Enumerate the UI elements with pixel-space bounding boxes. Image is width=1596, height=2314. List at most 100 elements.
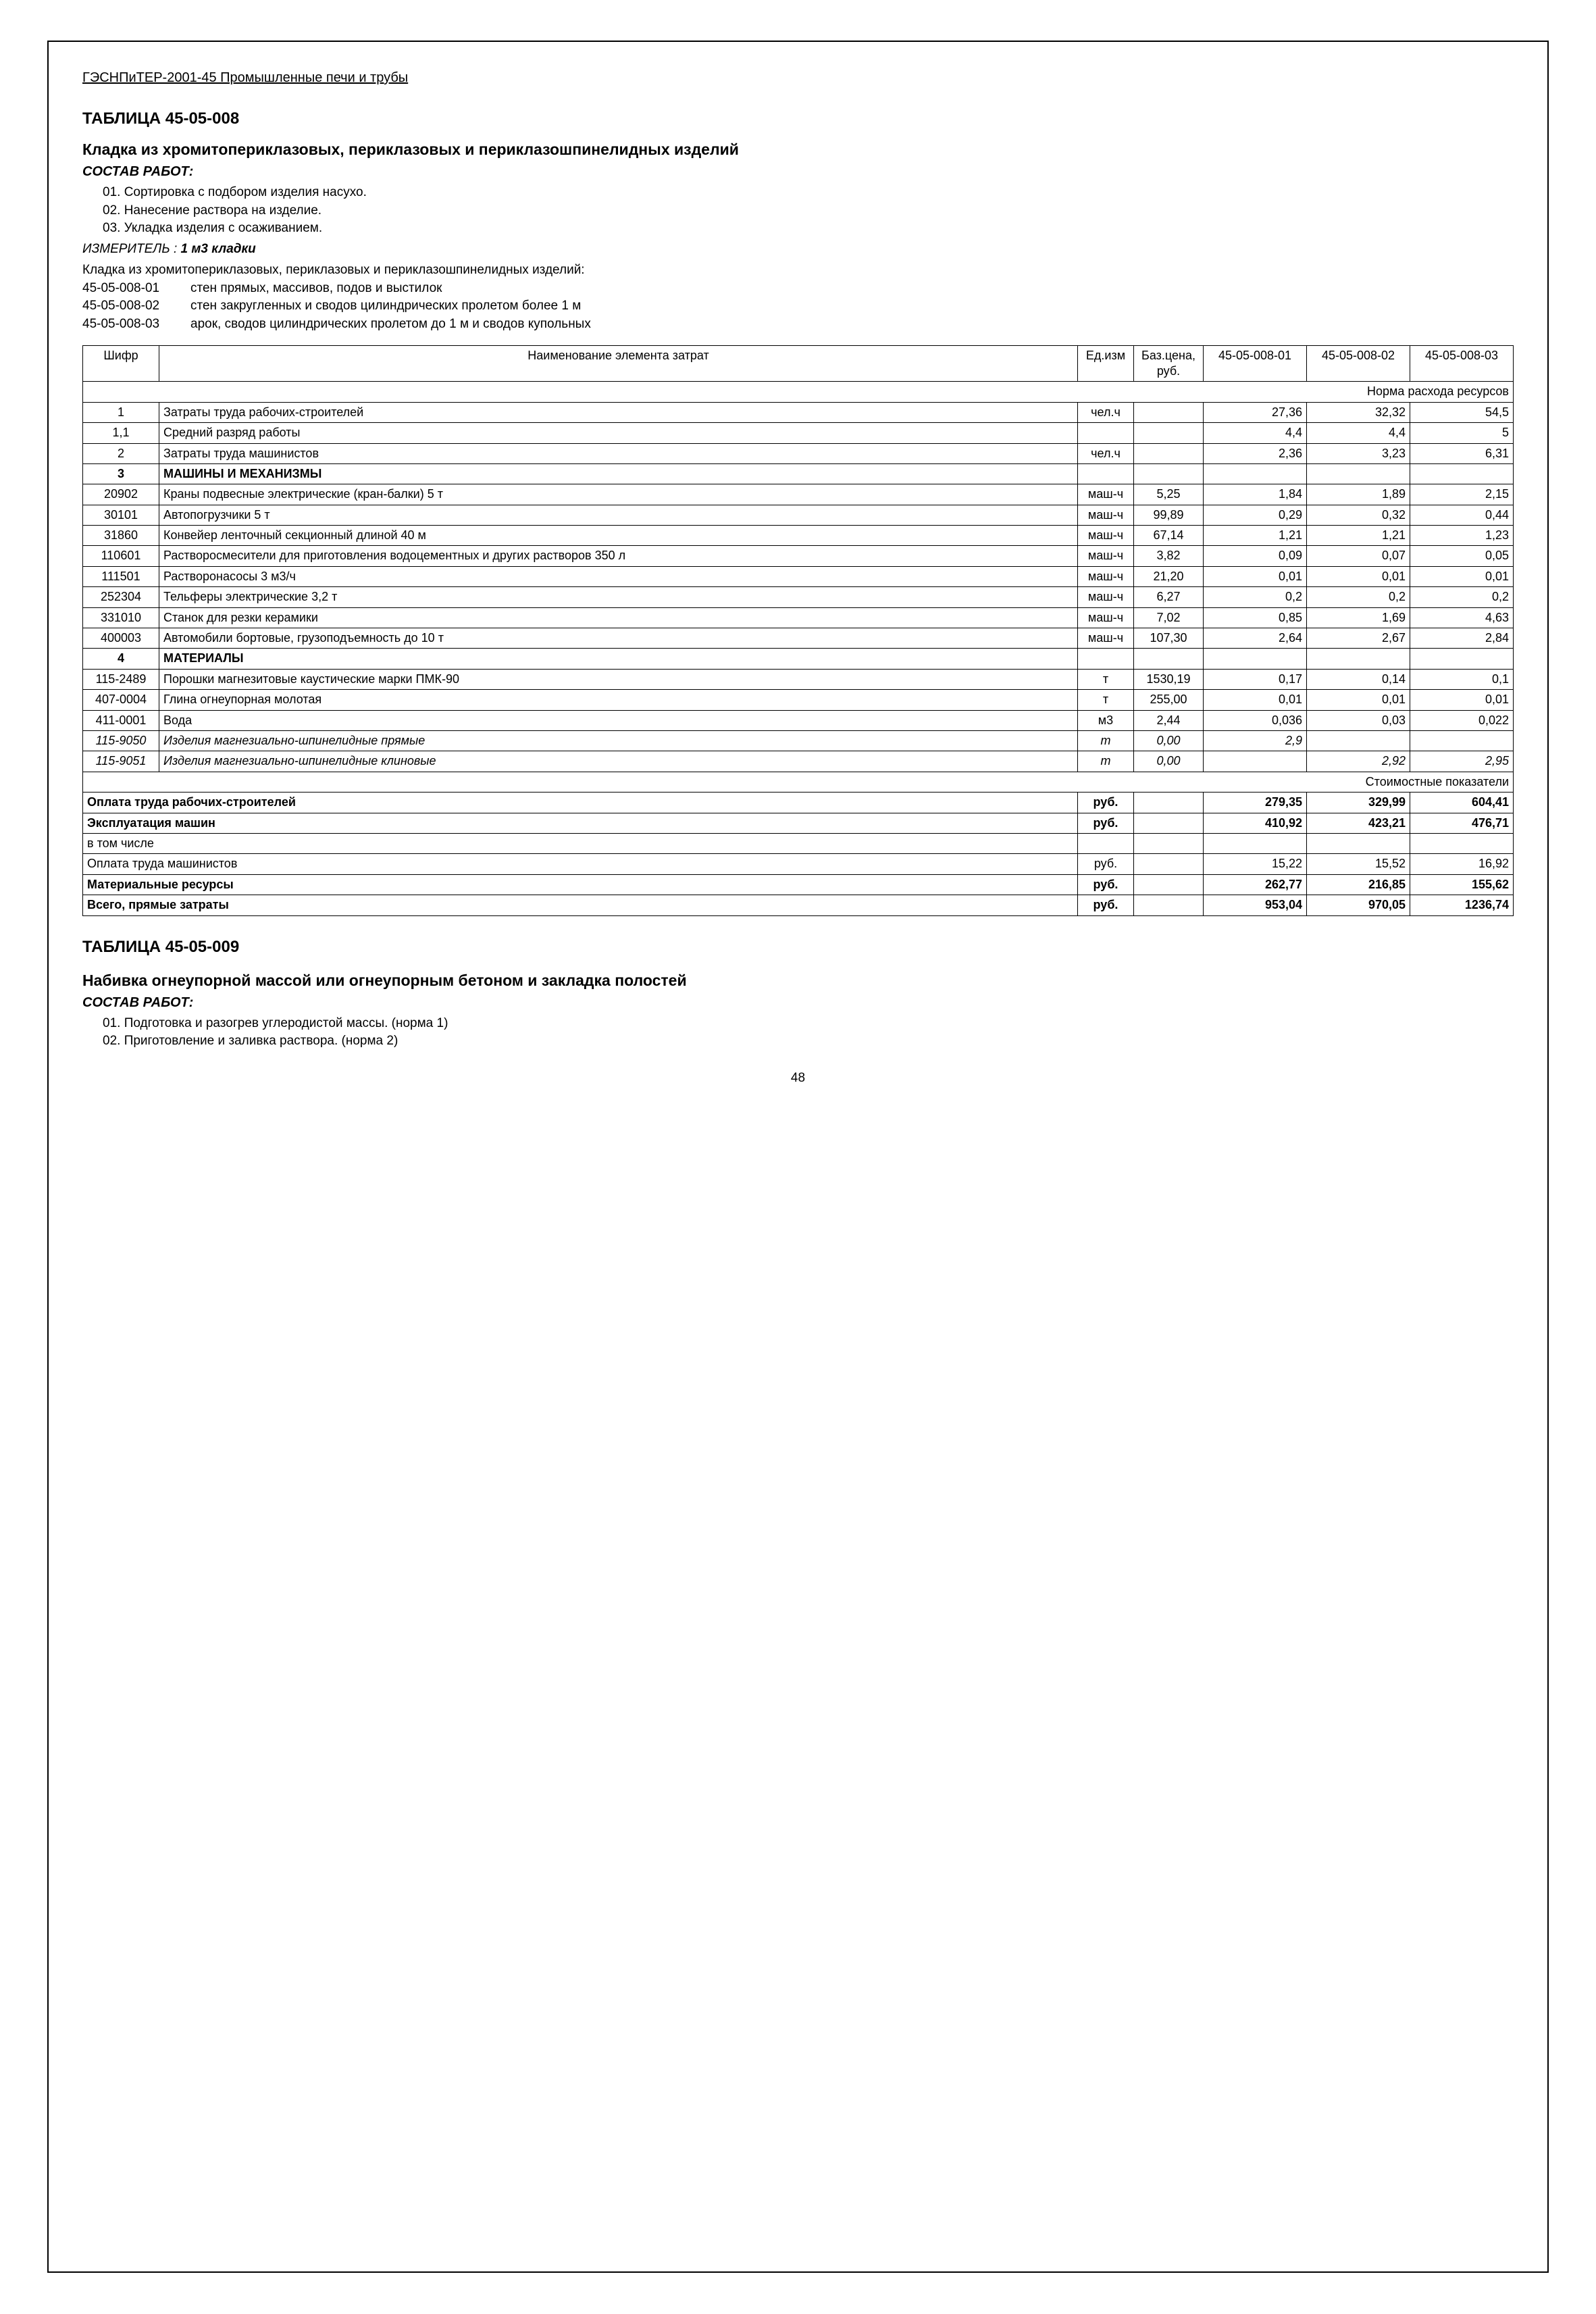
works-list-009: 01. Подготовка и разогрев углеродистой м… [82,1015,1514,1050]
cell: 3,23 [1307,443,1410,463]
cell: 15,22 [1204,854,1307,874]
work-item: 01. Сортировка с подбором изделия насухо… [103,184,1514,201]
col-c2: 45-05-008-02 [1307,345,1410,382]
cell: 604,41 [1410,793,1514,813]
cell: 32,32 [1307,402,1410,422]
cell: Глина огнеупорная молотая [159,690,1078,710]
cell [1134,402,1204,422]
cell: 2,95 [1410,751,1514,772]
cell: 0,44 [1410,505,1514,525]
cell: 115-2489 [83,669,159,689]
cell: маш-ч [1078,607,1134,628]
cell [1134,793,1204,813]
table-row: 4МАТЕРИАЛЫ [83,649,1514,669]
table-row: 115-2489Порошки магнезитовые каустически… [83,669,1514,689]
cell [1078,833,1134,853]
table-row: 411-0001Водам32,440,0360,030,022 [83,710,1514,730]
col-c1: 45-05-008-01 [1204,345,1307,382]
cell [1204,463,1307,484]
cell: 3,82 [1134,546,1204,566]
cell: 411-0001 [83,710,159,730]
code-row: 45-05-008-02стен закругленных и сводов ц… [82,298,1514,315]
cell: Изделия магнезиально-шпинелидные прямые [159,731,1078,751]
desc-line: Кладка из хромитопериклазовых, периклазо… [82,262,1514,279]
summary-row: в том числе [83,833,1514,853]
cell: 1,69 [1307,607,1410,628]
cell [1134,833,1204,853]
cell: 99,89 [1134,505,1204,525]
cell [1134,463,1204,484]
code-id: 45-05-008-03 [82,316,190,333]
cell: 0,2 [1307,587,1410,607]
code-id: 45-05-008-02 [82,298,190,315]
summary-row: Оплата труда рабочих-строителейруб.279,3… [83,793,1514,813]
cell: 331010 [83,607,159,628]
cell: 216,85 [1307,874,1410,895]
cell: Эксплуатация машин [83,813,1078,833]
cell [1410,731,1514,751]
cell: 1,1 [83,423,159,443]
cell: 0,01 [1307,690,1410,710]
cell: 2,84 [1410,628,1514,649]
cell: 2,67 [1307,628,1410,649]
cell: 27,36 [1204,402,1307,422]
cell [1078,423,1134,443]
cell [1134,874,1204,895]
table-009-subtitle: Набивка огнеупорной массой или огнеупорн… [82,971,1514,991]
col-c3: 45-05-008-03 [1410,345,1514,382]
cell: 423,21 [1307,813,1410,833]
cell: 1,23 [1410,526,1514,546]
cell [1078,463,1134,484]
cell: 7,02 [1134,607,1204,628]
cell: 111501 [83,566,159,586]
cell: маш-ч [1078,628,1134,649]
cell: 0,29 [1204,505,1307,525]
cell [1204,751,1307,772]
table-row: 400003Автомобили бортовые, грузоподъемно… [83,628,1514,649]
cell: 5 [1410,423,1514,443]
cell: Вода [159,710,1078,730]
col-shifr: Шифр [83,345,159,382]
col-baz: Баз.цена, руб. [1134,345,1204,382]
cell: 2,92 [1307,751,1410,772]
cell: 2,44 [1134,710,1204,730]
cell: 255,00 [1134,690,1204,710]
cell: 115-9051 [83,751,159,772]
table-row: 331010Станок для резки керамикимаш-ч7,02… [83,607,1514,628]
cell: 6,27 [1134,587,1204,607]
cell: 0,09 [1204,546,1307,566]
cell: Тельферы электрические 3,2 т [159,587,1078,607]
table-row: 111501Растворонасосы 3 м3/чмаш-ч21,200,0… [83,566,1514,586]
cell [1307,833,1410,853]
cell [1204,649,1307,669]
table-body-008: 1Затраты труда рабочих-строителейчел.ч27… [83,402,1514,915]
cell [1307,649,1410,669]
cell: 0,1 [1410,669,1514,689]
cell: 0,85 [1204,607,1307,628]
cell: т [1078,731,1134,751]
table-009-title: ТАБЛИЦА 45-05-009 [82,936,1514,957]
cell: Конвейер ленточный секционный длиной 40 … [159,526,1078,546]
cell: 279,35 [1204,793,1307,813]
cell: 0,17 [1204,669,1307,689]
cell [1307,463,1410,484]
cell: 2,9 [1204,731,1307,751]
cell: 115-9050 [83,731,159,751]
cell: руб. [1078,793,1134,813]
cell: 0,036 [1204,710,1307,730]
main-table-008: Шифр Наименование элемента затрат Ед.изм… [82,345,1514,916]
cell: 2 [83,443,159,463]
cell: Средний разряд работы [159,423,1078,443]
cell: маш-ч [1078,505,1134,525]
col-ed: Ед.изм [1078,345,1134,382]
cell: 155,62 [1410,874,1514,895]
cell: руб. [1078,813,1134,833]
cell: 400003 [83,628,159,649]
cell: 252304 [83,587,159,607]
izmeritel: ИЗМЕРИТЕЛЬ : 1 м3 кладки [82,241,1514,258]
table-row: 1,1Средний разряд работы4,44,45 [83,423,1514,443]
cell: Оплата труда машинистов [83,854,1078,874]
cell: 1236,74 [1410,895,1514,915]
cell: т [1078,751,1134,772]
cell [1410,833,1514,853]
